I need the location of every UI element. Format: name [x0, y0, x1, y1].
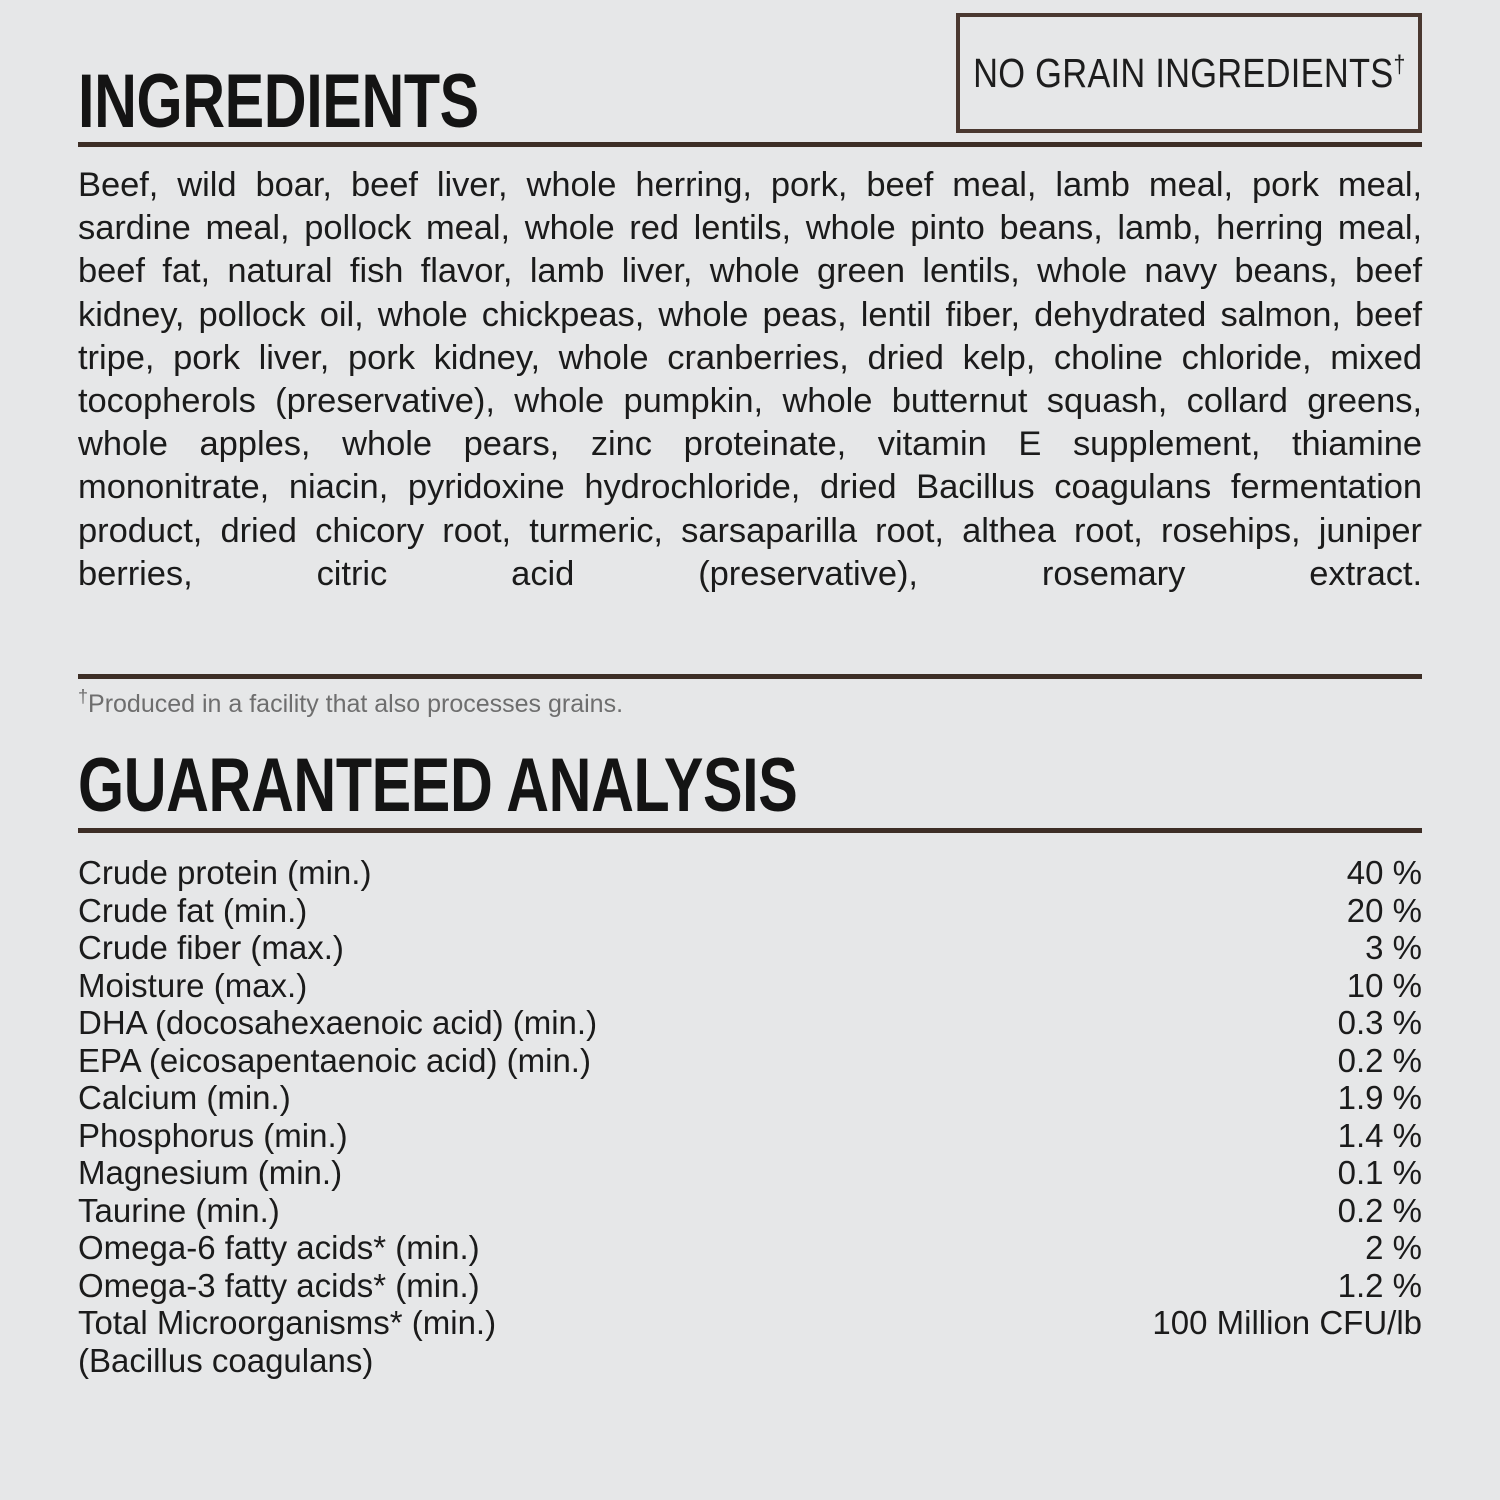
footnote-text: Produced in a facility that also process… [88, 689, 624, 718]
guaranteed-analysis-title: GUARANTEED ANALYSIS [78, 742, 798, 828]
analysis-nutrient-label: Crude protein (min.) [78, 854, 372, 892]
ingredients-header-row: INGREDIENTS NO GRAIN INGREDIENTS† [78, 0, 1422, 144]
no-grain-badge: NO GRAIN INGREDIENTS† [956, 13, 1422, 133]
analysis-nutrient-value: 0.2 % [1337, 1191, 1422, 1229]
table-row: Crude fiber (max.) 3 % [78, 929, 1422, 967]
analysis-nutrient-label: (Bacillus coagulans) [78, 1341, 374, 1379]
analysis-nutrient-label: Omega-6 fatty acids* (min.) [78, 1229, 480, 1267]
footnote-dagger-icon: † [78, 686, 89, 707]
analysis-nutrient-label: Taurine (min.) [78, 1191, 280, 1229]
table-row: Taurine (min.) 0.2 % [78, 1192, 1422, 1230]
analysis-nutrient-label: Moisture (max.) [78, 966, 308, 1004]
analysis-nutrient-label: Crude fat (min.) [78, 891, 308, 929]
divider-under-ingredients-title [78, 142, 1422, 147]
table-row: DHA (docosahexaenoic acid) (min.) 0.3 % [78, 1004, 1422, 1042]
analysis-nutrient-value: 1.2 % [1337, 1266, 1422, 1304]
analysis-nutrient-label: Omega-3 fatty acids* (min.) [78, 1266, 480, 1304]
analysis-nutrient-label: Calcium (min.) [78, 1079, 291, 1117]
analysis-nutrient-value: 3 % [1365, 929, 1422, 967]
analysis-nutrient-value: 100 Million CFU/lb [1152, 1304, 1422, 1342]
page-title: INGREDIENTS [78, 58, 479, 144]
no-grain-badge-text: NO GRAIN INGREDIENTS [972, 49, 1394, 96]
analysis-nutrient-value: 2 % [1365, 1229, 1422, 1267]
analysis-nutrient-value: 0.3 % [1337, 1004, 1422, 1042]
analysis-nutrient-label: EPA (eicosapentaenoic acid) (min.) [78, 1041, 591, 1079]
ingredients-text: Beef, wild boar, beef liver, whole herri… [78, 166, 1422, 593]
analysis-nutrient-label: Magnesium (min.) [78, 1154, 343, 1192]
table-row: Moisture (max.) 10 % [78, 967, 1422, 1005]
analysis-nutrient-value: 10 % [1346, 966, 1422, 1004]
no-grain-badge-label: NO GRAIN INGREDIENTS† [973, 50, 1405, 97]
analysis-nutrient-label: Phosphorus (min.) [78, 1116, 348, 1154]
table-row: Omega-6 fatty acids* (min.) 2 % [78, 1229, 1422, 1267]
table-row: Phosphorus (min.) 1.4 % [78, 1117, 1422, 1155]
analysis-nutrient-value: 1.4 % [1337, 1116, 1422, 1154]
analysis-nutrient-value: 1.9 % [1337, 1079, 1422, 1117]
analysis-nutrient-value: 40 % [1346, 854, 1422, 892]
analysis-nutrient-label: Total Microorganisms* (min.) [78, 1304, 497, 1342]
ingredients-footnote: †Produced in a facility that also proces… [78, 687, 1422, 719]
table-row: (Bacillus coagulans) [78, 1342, 1422, 1380]
table-row: Calcium (min.) 1.9 % [78, 1079, 1422, 1117]
table-row: Magnesium (min.) 0.1 % [78, 1154, 1422, 1192]
table-row: Omega-3 fatty acids* (min.) 1.2 % [78, 1267, 1422, 1305]
table-row: Crude fat (min.) 20 % [78, 892, 1422, 930]
analysis-nutrient-label: Crude fiber (max.) [78, 929, 344, 967]
table-row: Crude protein (min.) 40 % [78, 854, 1422, 892]
analysis-nutrient-value: 20 % [1346, 891, 1422, 929]
dagger-marker-icon: † [1393, 49, 1406, 78]
divider-under-guaranteed-analysis-title [78, 828, 1422, 834]
analysis-nutrient-value: 0.2 % [1337, 1041, 1422, 1079]
table-row: EPA (eicosapentaenoic acid) (min.) 0.2 % [78, 1042, 1422, 1080]
table-row: Total Microorganisms* (min.) 100 Million … [78, 1304, 1422, 1342]
analysis-nutrient-value: 0.1 % [1337, 1154, 1422, 1192]
analysis-nutrient-label: DHA (docosahexaenoic acid) (min.) [78, 1004, 598, 1042]
guaranteed-analysis-table: Crude protein (min.) 40 % Crude fat (min.)… [78, 854, 1422, 1379]
divider-above-footnote [78, 673, 1422, 679]
